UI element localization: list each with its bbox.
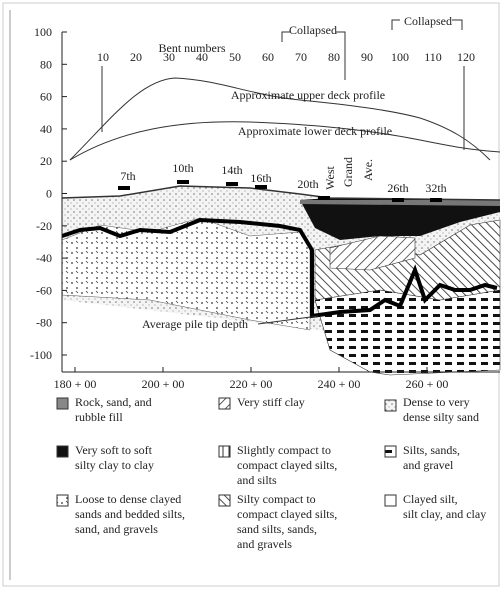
legend-entry: Silts, sands,and gravel xyxy=(403,443,460,472)
x-tick-label: 260 + 00 xyxy=(406,377,449,391)
y-tick-label: -60 xyxy=(36,283,52,297)
legend-line: Slightly compact to xyxy=(237,443,331,457)
lower-deck-label: Approximate lower deck profile xyxy=(238,124,392,138)
bent-number: 90 xyxy=(361,50,373,64)
y-tick-label: 40 xyxy=(40,122,52,136)
legend-line: Loose to dense clayed xyxy=(75,492,181,506)
bent-number: 10 xyxy=(97,50,109,64)
legend-line: silt clay, and clay xyxy=(403,507,486,521)
figure: 100 80 60 40 20 0 -20 -40 -60 -80 -100 180 + 00 200 … xyxy=(0,0,504,589)
y-tick-label: -80 xyxy=(36,316,52,330)
bent-number: 100 xyxy=(391,50,409,64)
legend-line: Very stiff clay xyxy=(237,395,305,409)
legend-line: and gravels xyxy=(237,537,292,551)
y-tick-label: 60 xyxy=(40,90,52,104)
street-label: 26th xyxy=(387,181,408,195)
x-tick-label: 220 + 00 xyxy=(230,377,273,391)
legend-line: Very soft to soft xyxy=(75,443,153,457)
x-tick-label: 180 + 00 xyxy=(54,377,97,391)
y-tick-label: 0 xyxy=(46,187,52,201)
bent-number: 120 xyxy=(457,50,475,64)
legend-line: Dense to very xyxy=(403,395,470,409)
y-tick-label: -20 xyxy=(36,219,52,233)
y-tick-label: 100 xyxy=(34,25,52,39)
street-label: 32th xyxy=(425,181,446,195)
legend-line: dense silty sand xyxy=(403,410,479,424)
legend-line: sands and bedded silts, xyxy=(75,507,185,521)
bent-number: 110 xyxy=(424,50,442,64)
bent-number: 30 xyxy=(163,50,175,64)
legend-line: Silts, sands, xyxy=(403,443,460,457)
legend-line: silty clay to clay xyxy=(75,458,154,472)
bent-number: 60 xyxy=(262,50,274,64)
y-tick-label: -100 xyxy=(30,348,52,362)
collapsed-label: Collapsed xyxy=(289,23,337,37)
legend-line: sand, and gravels xyxy=(75,522,158,536)
legend-line: rubble fill xyxy=(75,410,123,424)
street-label: Grand xyxy=(341,157,355,187)
x-tick-label: 240 + 00 xyxy=(318,377,361,391)
legend-line: Silty compact to xyxy=(237,492,316,506)
y-tick-label: 80 xyxy=(40,57,52,71)
street-label: 7th xyxy=(120,169,135,183)
bent-number: 80 xyxy=(328,50,340,64)
legend-line: sand silts, sands, xyxy=(237,522,317,536)
legend-line: and gravel xyxy=(403,458,454,472)
street-label: 20th xyxy=(297,177,318,191)
legend-line: compact clayed silts, xyxy=(237,507,337,521)
legend-entry: Very stiff clay xyxy=(237,395,305,409)
collapsed-label: Collapsed xyxy=(404,14,452,28)
bent-number: 40 xyxy=(196,50,208,64)
legend-line: Clayed silt, xyxy=(403,492,458,506)
bent-number: 70 xyxy=(295,50,307,64)
y-tick-label: -40 xyxy=(36,251,52,265)
bent-number: 20 xyxy=(130,50,142,64)
upper-deck-label: Approximate upper deck profile xyxy=(231,88,385,102)
x-tick-label: 200 + 00 xyxy=(142,377,185,391)
legend-line: and silts xyxy=(237,473,277,487)
bent-number: 50 xyxy=(229,50,241,64)
street-label: West xyxy=(323,165,337,189)
legend-line: compact clayed silts, xyxy=(237,458,337,472)
pile-tip-label: Average pile tip depth xyxy=(142,317,248,331)
street-label: Ave. xyxy=(361,159,375,181)
street-label: 10th xyxy=(172,161,193,175)
street-label: 16th xyxy=(250,171,271,185)
street-label: 14th xyxy=(221,163,242,177)
y-tick-label: 20 xyxy=(40,154,52,168)
legend-line: Rock, sand, and xyxy=(75,395,152,409)
